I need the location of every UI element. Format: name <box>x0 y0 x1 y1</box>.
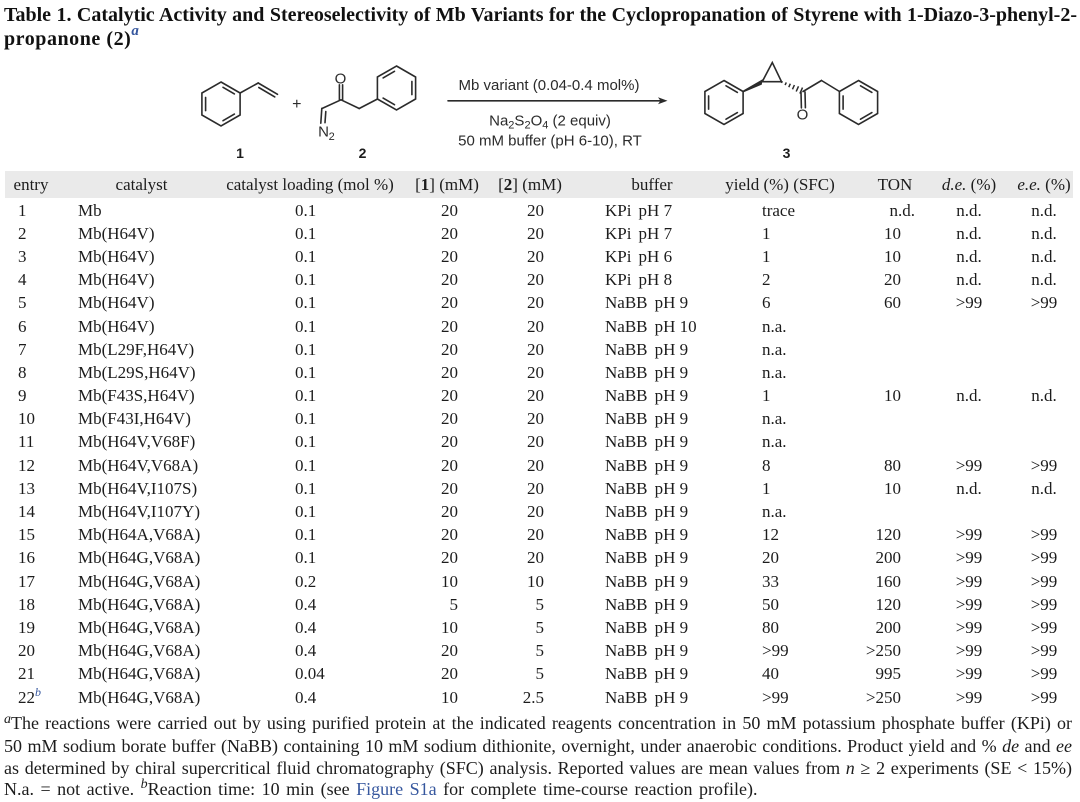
svg-text:Na2S2O4 (2 equiv): Na2S2O4 (2 equiv) <box>489 113 611 132</box>
svg-text:3: 3 <box>783 145 791 161</box>
svg-text:2: 2 <box>329 131 335 143</box>
svg-text:+: + <box>292 96 301 113</box>
svg-text:Mb variant (0.04-0.4 mol%): Mb variant (0.04-0.4 mol%) <box>459 77 640 94</box>
svg-text:O: O <box>797 107 809 124</box>
svg-text:50 mM buffer (pH 6-10), RT: 50 mM buffer (pH 6-10), RT <box>458 132 642 149</box>
svg-text:2: 2 <box>359 145 367 161</box>
svg-text:O: O <box>335 70 347 87</box>
svg-text:N: N <box>318 124 329 141</box>
svg-text:1: 1 <box>236 145 244 161</box>
